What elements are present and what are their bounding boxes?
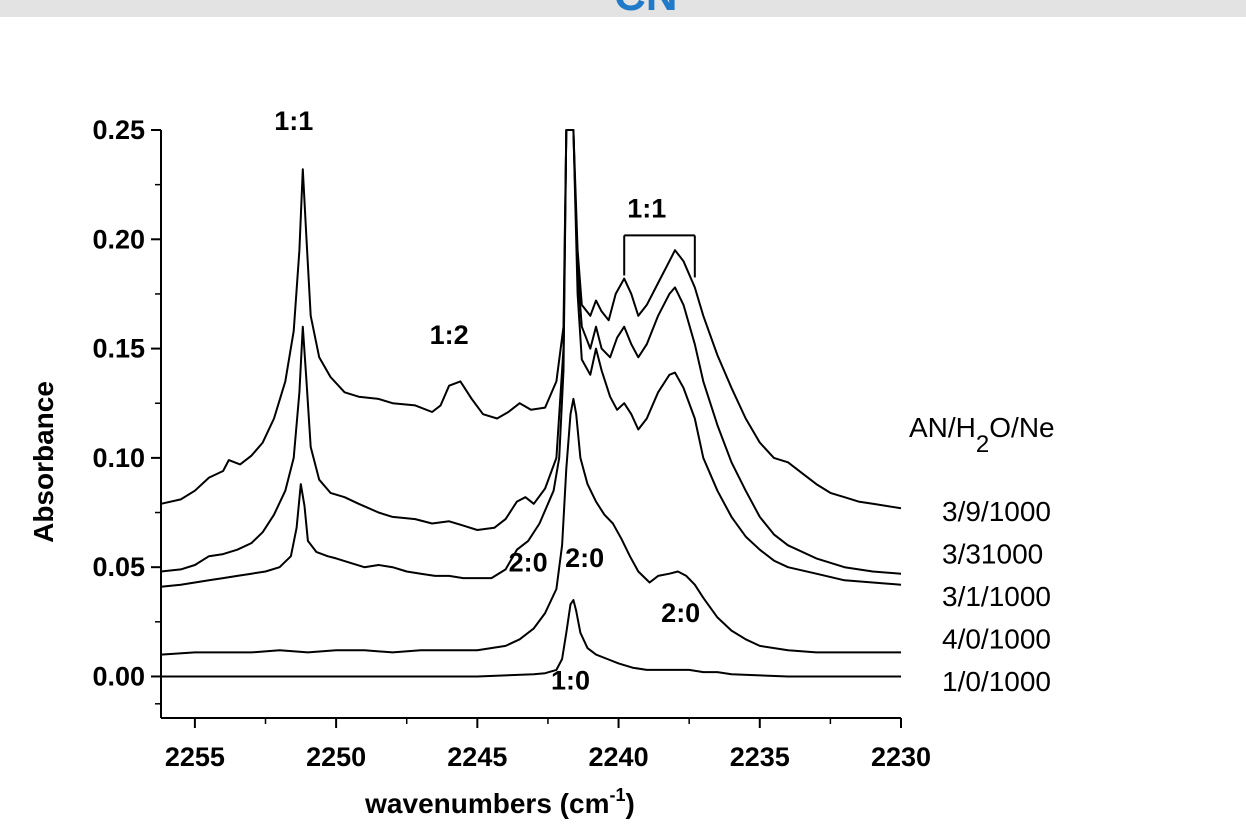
legend: AN/H2O/Ne 3/9/1000 3/31000 3/1/1000 4/0/1000…: [909, 412, 1055, 697]
spectrum-line: [160, 129, 902, 588]
y-tick-label: 0.05: [92, 552, 145, 582]
y-tick-label: 0.25: [92, 115, 145, 145]
y-tick-label: 0.20: [92, 224, 145, 254]
x-tick-label: 2230: [871, 742, 931, 772]
axes: 0.00 0.05 0.10 0.15 0.20 0.25 2255 2250 2245 2240…: [92, 115, 931, 772]
band-title-fragment: CN: [614, 0, 678, 17]
x-tick-label: 2235: [730, 742, 790, 772]
y-tick-label: 0.00: [92, 661, 145, 691]
spectrum-line: [160, 129, 902, 575]
peak-label: 2:0: [661, 598, 700, 628]
x-tick-label: 2240: [589, 742, 649, 772]
spectrum-line: [160, 397, 901, 656]
peak-label: 1:1: [627, 193, 666, 223]
peak-label: 1:2: [430, 320, 469, 350]
peak-label: 2:0: [509, 548, 548, 578]
spectrum-line: [160, 129, 902, 510]
x-tick-label: 2255: [165, 742, 225, 772]
legend-entry: 4/0/1000: [942, 624, 1051, 655]
legend-title: AN/H2O/Ne: [909, 412, 1055, 458]
legend-entry: 3/9/1000: [942, 496, 1051, 527]
y-tick-label: 0.15: [92, 334, 145, 364]
x-axis-title: wavenumbers (cm-1): [364, 785, 635, 819]
top-band: CN: [0, 0, 1246, 17]
peak-label: 1:1: [274, 106, 313, 136]
x-tick-label: 2245: [447, 742, 507, 772]
peak-label: 2:0: [565, 543, 604, 573]
legend-entry: 3/1/1000: [942, 581, 1051, 612]
x-tick-label: 2250: [306, 742, 366, 772]
series-lines: [160, 129, 902, 678]
spectrum-line: [161, 599, 901, 678]
peak-annotations: 1:1 1:2 1:1 2:0 2:0 2:0 1:0: [274, 106, 700, 696]
legend-entry: 3/31000: [942, 539, 1043, 570]
y-axis-title: Absorbance: [28, 381, 59, 543]
legend-entry: 1/0/1000: [942, 666, 1051, 697]
y-tick-label: 0.10: [92, 443, 145, 473]
peak-label: 1:0: [551, 666, 590, 696]
